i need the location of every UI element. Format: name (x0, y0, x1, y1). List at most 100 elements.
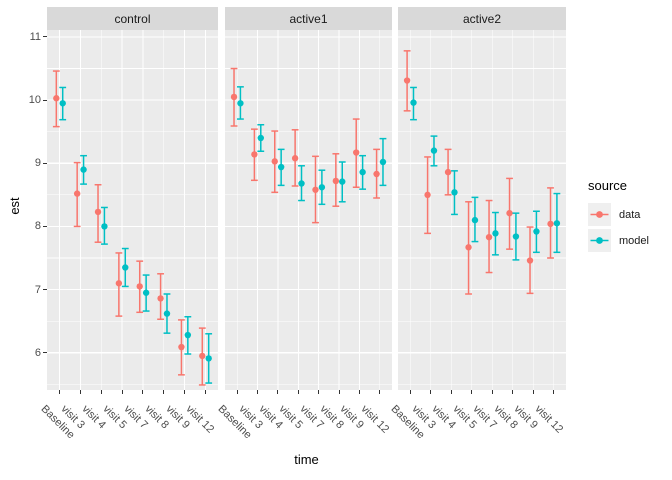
x-axis-tick-mark (142, 390, 144, 394)
x-axis-tick-mark (430, 390, 432, 394)
legend-entry-data: data (588, 203, 649, 226)
data-pointrange (485, 199, 493, 274)
model-pointrange (121, 247, 129, 288)
facet-strip-active2: active2 (398, 7, 566, 30)
y-axis-tick-label: 7 (34, 283, 41, 296)
y-axis-tick-label: 8 (34, 220, 41, 233)
model-pointrange (430, 135, 438, 167)
legend: source data model (588, 178, 649, 255)
data-pointrange (444, 148, 452, 196)
data-pointrange (465, 201, 472, 295)
facet-panel-control (47, 30, 218, 390)
model-pointrange (205, 333, 213, 384)
model-pointrange (184, 315, 192, 355)
model-pointrange (277, 148, 285, 187)
model-pointrange (553, 192, 561, 254)
facet-strip-control: control (47, 7, 218, 30)
data-pointrange (52, 70, 60, 128)
model-pointrange (80, 154, 87, 185)
facet-panel-active1 (225, 30, 392, 390)
x-axis-tick-mark (512, 390, 514, 394)
data-pointrange (506, 177, 513, 250)
x-axis-tick-mark (318, 390, 320, 394)
y-axis-tick-mark (43, 289, 47, 291)
x-axis-tick-mark (204, 390, 206, 394)
data-pointrange (291, 129, 299, 187)
legend-entry-label: data (619, 208, 641, 221)
x-axis-tick-mark (471, 390, 473, 394)
x-axis-tick-mark (121, 390, 123, 394)
data-pointrange (94, 183, 102, 243)
y-axis-tick-label: 11 (29, 30, 41, 43)
x-axis-tick-mark (338, 390, 340, 394)
legend-entries: data model (588, 203, 649, 252)
x-axis-tick-mark (358, 390, 360, 394)
data-pointrange (312, 155, 319, 224)
model-pointrange (298, 165, 305, 202)
data-pointrange (198, 327, 206, 386)
data-pointrange (157, 273, 164, 321)
y-axis-tick-mark (43, 99, 47, 101)
legend-key-model (588, 229, 611, 252)
facet-strip-active1: active1 (225, 7, 392, 30)
x-axis-tick-mark (184, 390, 186, 394)
data-pointrange (547, 187, 554, 259)
data-pointrange (230, 67, 238, 127)
model-pointrange (142, 274, 150, 312)
model-pointrange (379, 137, 387, 187)
legend-entry-model: model (588, 229, 649, 252)
data-pointrange-icon (590, 211, 609, 218)
model-pointrange (163, 293, 171, 334)
y-axis-tick-label: 10 (28, 94, 41, 107)
model-pointrange (512, 212, 520, 261)
x-axis-tick-mark (79, 390, 81, 394)
x-axis-tick-mark (532, 390, 534, 394)
data-pointrange (136, 260, 144, 314)
model-pointrange-icon (590, 237, 609, 244)
model-pointrange (338, 161, 346, 203)
data-pointrange (526, 226, 534, 295)
x-axis-tick-mark (379, 390, 381, 394)
data-pointrange (178, 319, 185, 376)
y-axis-title: est (7, 197, 22, 215)
model-pointrange (359, 154, 367, 190)
legend-entry-label: model (619, 234, 649, 247)
x-axis-tick-mark (59, 390, 60, 394)
data-pointrange (332, 153, 340, 207)
model-pointrange (257, 123, 265, 153)
x-axis-title: time (294, 452, 319, 467)
data-pointrange (352, 118, 360, 189)
data-pointrange (73, 161, 81, 228)
x-axis-tick-mark (450, 390, 452, 394)
model-pointrange (318, 169, 326, 206)
y-axis-tick-label: 9 (34, 157, 41, 170)
x-axis-tick-mark (163, 390, 165, 394)
model-pointrange (471, 196, 479, 243)
model-pointrange (101, 206, 108, 245)
x-axis-tick-mark (553, 390, 555, 394)
x-axis-tick-mark (491, 390, 493, 394)
x-axis-tick-mark (100, 390, 102, 394)
legend-title: source (588, 178, 628, 193)
model-pointrange (492, 211, 499, 256)
model-pointrange (410, 86, 417, 121)
y-axis-tick-mark (43, 36, 47, 38)
model-pointrange (451, 170, 458, 216)
x-axis-tick-mark (236, 390, 238, 394)
y-axis-tick-mark (43, 352, 47, 354)
y-axis-tick-mark (43, 225, 47, 227)
y-axis-tick-label: 6 (34, 346, 41, 359)
data-pointrange (271, 130, 279, 194)
x-axis-tick-mark (297, 390, 299, 394)
data-pointrange (115, 252, 123, 317)
data-pointrange (250, 128, 258, 182)
data-pointrange (424, 156, 431, 235)
x-axis-tick-mark (277, 390, 279, 394)
x-axis-tick-mark (409, 390, 411, 394)
model-pointrange (59, 86, 67, 121)
data-pointrange (403, 50, 411, 112)
data-pointrange (373, 148, 380, 199)
legend-key-data (588, 203, 611, 226)
facet-panel-active2 (398, 30, 566, 390)
